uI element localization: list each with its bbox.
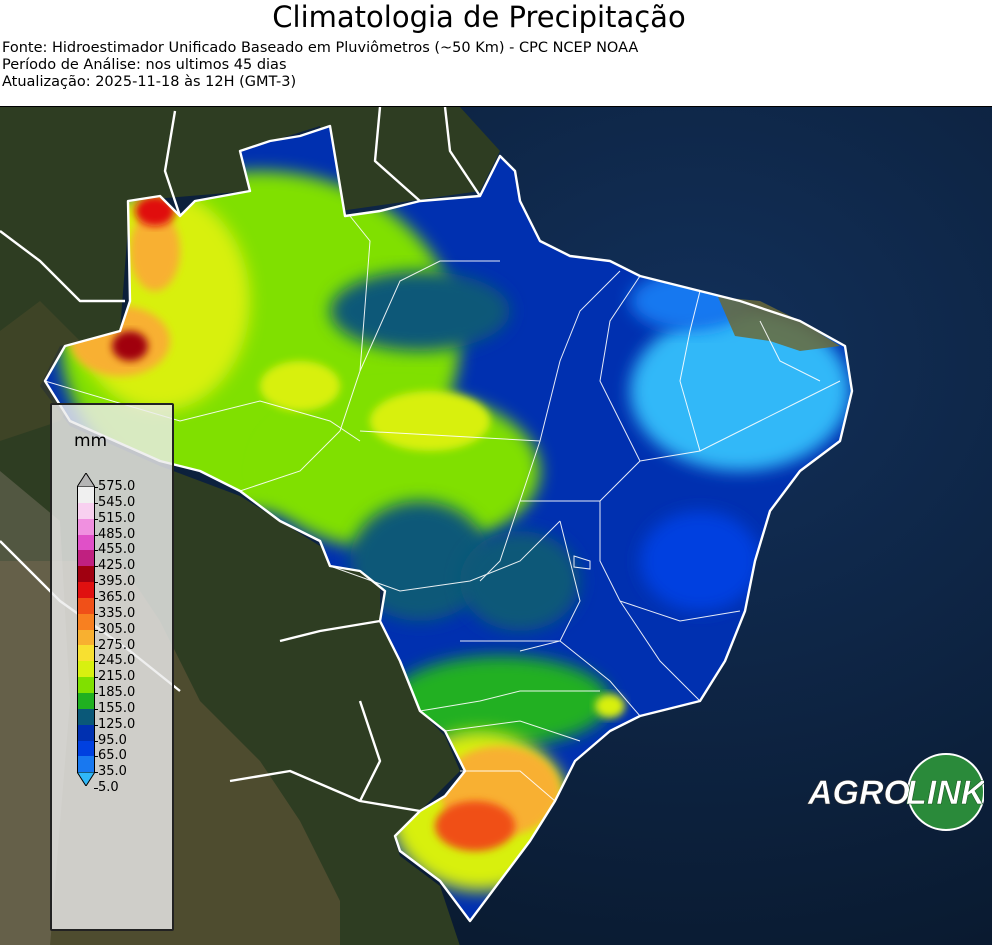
- colorbar-tick-label: 185.0: [93, 685, 136, 701]
- colorbar: [77, 473, 95, 787]
- colorbar-segment: [77, 629, 95, 646]
- colorbar-legend: mm 575.0 545.0 515.0 485.0 455.0 425.0 395.0 36…: [50, 403, 174, 931]
- logo-text-link: LINK: [906, 774, 984, 812]
- source-line: Fonte: Hidroestimador Unificado Baseado …: [2, 40, 639, 56]
- updated-line: Atualização: 2025-11-18 às 12H (GMT-3): [2, 74, 297, 90]
- map-canvas: [0, 107, 992, 945]
- colorbar-tick-label: 155.0: [93, 700, 136, 716]
- colorbar-tick-label: 515.0: [93, 510, 136, 526]
- agrolink-logo: AGRO LINK: [807, 753, 984, 831]
- colorbar-tick-label: 425.0: [93, 558, 136, 574]
- colorbar-segment: [77, 692, 95, 709]
- colorbar-tick-label: 245.0: [93, 653, 136, 669]
- colorbar-bottom-extension: [77, 772, 95, 787]
- colorbar-segment: [77, 740, 95, 757]
- colorbar-segment: [77, 502, 95, 519]
- colorbar-tick-label: 5.0: [94, 780, 119, 796]
- colorbar-top-extension: [77, 473, 95, 487]
- colorbar-tick-label: 215.0: [93, 669, 136, 685]
- colorbar-segment: [77, 613, 95, 630]
- colorbar-segment: [77, 566, 95, 583]
- colorbar-segment: [77, 550, 95, 567]
- colorbar-segment: [77, 597, 95, 614]
- colorbar-tick-label: 275.0: [93, 637, 136, 653]
- colorbar-segment: [77, 677, 95, 693]
- colorbar-tick-label: 65.0: [94, 748, 127, 764]
- colorbar-segment: [77, 534, 95, 551]
- precipitation-map: [0, 106, 992, 945]
- state-borders: [44, 215, 841, 802]
- colorbar-segment: [77, 518, 95, 535]
- colorbar-tick-label: 35.0: [94, 764, 127, 780]
- colorbar-segment: [77, 724, 95, 741]
- colorbar-segment: [77, 708, 95, 725]
- period-line: Período de Análise: nos ultimos 45 dias: [2, 57, 287, 73]
- colorbar-segment: [77, 661, 95, 678]
- colorbar-segment: [77, 756, 95, 773]
- colorbar-tick-label: 335.0: [93, 605, 136, 621]
- colorbar-tick-label: 485.0: [93, 526, 136, 542]
- colorbar-tick-label: 125.0: [93, 716, 136, 732]
- colorbar-tick-label: 575.0: [93, 479, 136, 494]
- logo-text-agro: AGRO: [807, 774, 910, 812]
- colorbar-segment: [77, 582, 95, 598]
- colorbar-tick-label: 365.0: [93, 589, 136, 605]
- colorbar-segment: [77, 487, 95, 503]
- legend-unit-label: mm: [74, 431, 108, 451]
- colorbar-tick-label: 395.0: [93, 574, 136, 590]
- colorbar-segment: [77, 645, 95, 662]
- colorbar-tick-label: 545.0: [93, 494, 136, 510]
- colorbar-tick-label: 95.0: [94, 732, 127, 748]
- colorbar-tick-label: 455.0: [93, 542, 136, 558]
- page-title: Climatologia de Precipitação: [272, 0, 686, 34]
- colorbar-tick-label: 305.0: [93, 621, 136, 637]
